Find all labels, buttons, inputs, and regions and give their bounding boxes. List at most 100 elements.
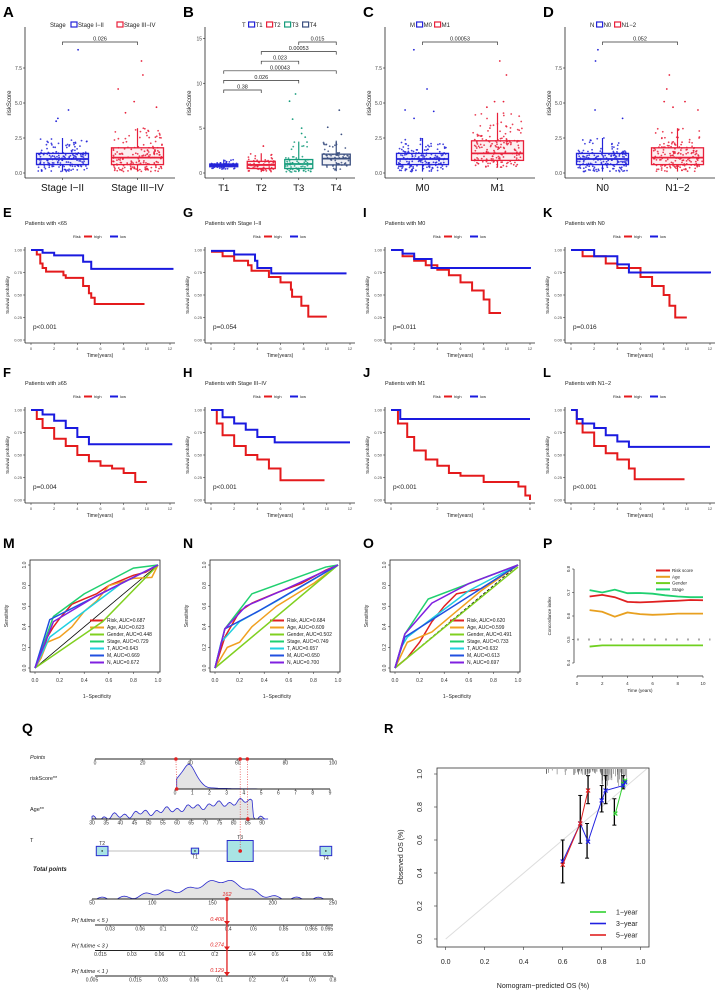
jitter-point xyxy=(112,154,115,157)
jitter-point xyxy=(477,162,480,165)
jitter-point xyxy=(334,144,336,147)
p-value: p<0.001 xyxy=(573,484,597,491)
legend-label: Stage, AUC=0.749 xyxy=(287,639,329,645)
jitter-point xyxy=(663,165,666,167)
jitter-point xyxy=(158,132,161,135)
jitter-point xyxy=(686,170,689,173)
survival-curve-high xyxy=(391,409,531,500)
tick-label: 0.8 xyxy=(330,978,337,984)
panel-label: K xyxy=(543,205,553,220)
jitter-point xyxy=(605,160,608,163)
selected-total-points: 162 xyxy=(222,892,231,898)
outlier-point xyxy=(117,88,120,90)
jitter-point xyxy=(253,165,256,168)
jitter-point xyxy=(232,158,235,161)
jitter-point xyxy=(499,130,501,133)
jitter-point xyxy=(479,143,482,146)
p-value-label: 0.026 xyxy=(93,37,107,43)
jitter-point xyxy=(57,159,60,162)
legend: Risk high low xyxy=(613,394,666,399)
jitter-point xyxy=(113,166,116,169)
jitter-point xyxy=(272,162,274,164)
jitter-point xyxy=(59,162,62,164)
legend-label: T, AUC=0.657 xyxy=(287,646,318,652)
jitter-point xyxy=(50,138,53,140)
roc-curve xyxy=(214,564,339,669)
jitter-point xyxy=(622,170,624,173)
panel-label: F xyxy=(3,365,11,380)
jitter-point xyxy=(38,153,41,156)
jitter-point xyxy=(82,162,85,164)
jitter-point xyxy=(669,166,672,169)
calibration-point-cross-icon xyxy=(577,821,583,826)
x-axis-label: Nomogram−predicted OS (%) xyxy=(497,983,589,990)
jitter-point xyxy=(505,125,508,128)
jitter-point xyxy=(486,148,489,151)
jitter-point xyxy=(620,160,622,163)
jitter-point xyxy=(427,161,430,164)
jitter-point xyxy=(593,170,596,172)
jitter-point xyxy=(625,165,628,167)
jitter-point xyxy=(499,137,502,140)
jitter-point xyxy=(618,153,621,156)
x-tick-label: 0 xyxy=(390,346,393,351)
y-tick-label: 0.2 xyxy=(382,644,388,651)
jitter-point xyxy=(73,143,75,146)
jitter-point xyxy=(441,168,444,170)
x-tick-label: 2 xyxy=(593,506,596,511)
jitter-point xyxy=(442,143,445,146)
jitter-point xyxy=(673,165,676,168)
jitter-point xyxy=(685,152,688,155)
jitter-point xyxy=(692,151,695,154)
jitter-point xyxy=(505,165,508,168)
x-tick-label: 6 xyxy=(459,346,462,351)
panel-A: A Stage Stage I−II Stage III−IV 0.0 2.5 5.0 7.5… xyxy=(3,4,175,194)
jitter-point xyxy=(347,159,350,162)
jitter-point xyxy=(656,168,658,171)
survival-curve-low xyxy=(211,249,347,275)
legend-label: 5−year xyxy=(616,933,638,940)
jitter-point xyxy=(404,138,407,141)
jitter-point xyxy=(481,160,484,163)
jitter-point xyxy=(138,160,140,163)
x-tick-label: 12 xyxy=(168,346,173,351)
jitter-point xyxy=(56,161,59,163)
jitter-point xyxy=(516,141,518,143)
jitter-point xyxy=(518,153,520,156)
x-tick-label: 0 xyxy=(210,346,213,351)
roc-curve xyxy=(394,566,519,669)
jitter-point xyxy=(615,169,618,172)
x-tick-label: 0.6 xyxy=(558,959,568,966)
jitter-point xyxy=(57,142,60,145)
tick-label: 1 xyxy=(191,791,194,797)
panel-title: Patients with <65 xyxy=(25,221,67,227)
jitter-point xyxy=(40,170,43,173)
y-tick-label: 1.00 xyxy=(14,408,23,413)
jitter-point xyxy=(623,161,626,164)
jitter-point xyxy=(428,170,431,172)
y-tick-label: 0.50 xyxy=(14,293,23,298)
jitter-point xyxy=(611,148,614,150)
legend-label: high xyxy=(634,394,642,399)
tick-label: 6 xyxy=(277,791,280,797)
jitter-point xyxy=(158,136,161,139)
jitter-point xyxy=(619,167,622,170)
significance-bracket: 0.38 xyxy=(223,85,262,93)
panel-J: J Patients with M1 Risk high low 0.00 0.25 0.50… xyxy=(363,365,535,519)
x-tick-label: 4 xyxy=(483,506,486,511)
jitter-point xyxy=(404,168,407,171)
x-tick-label: 0.0 xyxy=(392,678,399,684)
probability-label: Pr( futime < 1 ) xyxy=(71,969,108,975)
jitter-point xyxy=(218,167,221,170)
jitter-point xyxy=(48,166,51,169)
jitter-point xyxy=(154,150,157,152)
jitter-point xyxy=(681,141,683,144)
legend-title: Risk xyxy=(433,394,441,399)
significance-bracket: 0.026 xyxy=(62,37,138,45)
jitter-point xyxy=(74,165,76,168)
tick-label: 0.96 xyxy=(323,952,333,958)
jitter-point xyxy=(491,155,494,158)
box xyxy=(110,147,165,166)
jitter-point xyxy=(596,137,599,140)
jitter-point xyxy=(80,139,83,142)
